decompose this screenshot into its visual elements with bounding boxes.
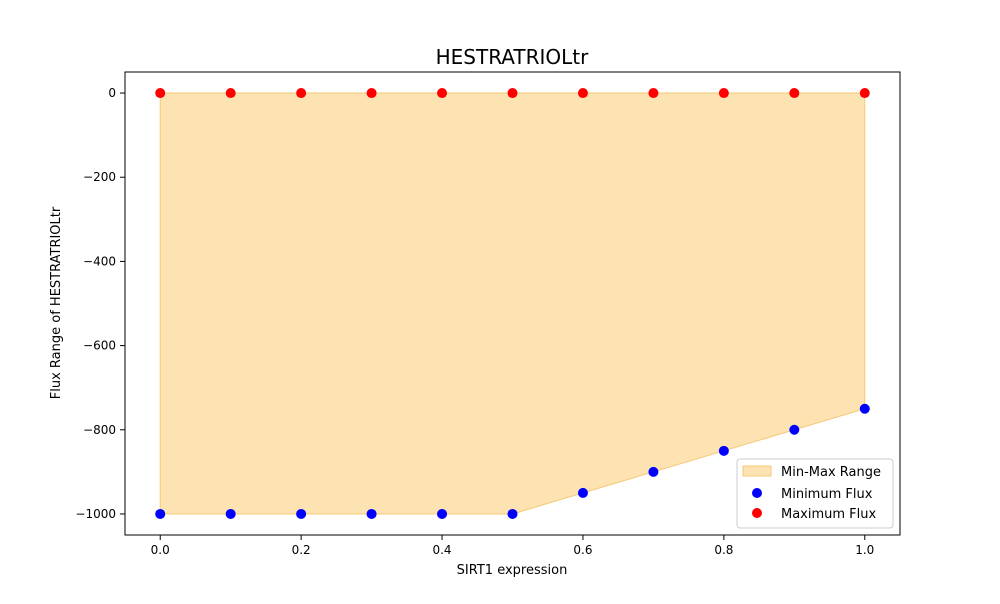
minimum-flux-point	[437, 508, 448, 519]
x-tick-label: 0.0	[151, 543, 170, 557]
x-tick-label: 0.8	[714, 543, 733, 557]
maximum-flux-point	[718, 88, 729, 99]
minimum-flux-point	[507, 508, 518, 519]
legend-label-minimum-flux: Minimum Flux	[781, 487, 873, 502]
maximum-flux-point	[789, 88, 800, 99]
y-tick-label: −400	[83, 254, 116, 268]
axes: 0.0 0.2 0.4 0.6 0.8 1.0 0 −200 −400 −600 −800 −1000	[75, 71, 901, 557]
minimum-flux-point	[296, 508, 307, 519]
x-tick-label: 0.4	[432, 543, 451, 557]
maximum-flux-point	[437, 88, 448, 99]
y-tick-label: 0	[108, 86, 116, 100]
maximum-flux-point	[648, 88, 659, 99]
maximum-flux-point	[507, 88, 518, 99]
maximum-flux-point	[155, 88, 166, 99]
y-axis-label: Flux Range of HESTRATRIOLtr	[49, 206, 64, 399]
legend: Min-Max Range Minimum Flux Maximum Flux	[736, 458, 894, 529]
maximum-flux-point	[577, 88, 588, 99]
y-tick-label: −200	[83, 170, 116, 184]
minimum-flux-point	[577, 487, 588, 498]
legend-box	[736, 458, 894, 529]
legend-marker-minimum-flux	[752, 488, 762, 498]
legend-marker-maximum-flux	[752, 508, 762, 518]
minimum-flux-point	[859, 403, 870, 414]
y-tick-label: −1000	[75, 507, 116, 521]
minimum-flux-point	[789, 424, 800, 435]
x-tick-label: 0.2	[292, 543, 311, 557]
minimum-flux-point	[648, 466, 659, 477]
minimum-flux-point	[366, 508, 377, 519]
legend-swatch-min-max-range	[742, 465, 772, 477]
maximum-flux-point	[859, 88, 870, 99]
x-tick-label: 1.0	[855, 543, 874, 557]
legend-label-min-max-range: Min-Max Range	[781, 465, 881, 480]
axes-frame	[124, 71, 901, 536]
x-axis-label: SIRT1 expression	[457, 563, 568, 578]
maximum-flux-point	[296, 88, 307, 99]
min-max-range-area	[159, 92, 866, 515]
chart-title: HESTRATRIOLtr	[436, 45, 590, 69]
y-tick-label: −800	[83, 423, 116, 437]
legend-label-maximum-flux: Maximum Flux	[781, 507, 877, 522]
plot-area	[155, 88, 870, 519]
minimum-flux-point	[155, 508, 166, 519]
minimum-flux-point	[718, 445, 729, 456]
maximum-flux-point	[366, 88, 377, 99]
maximum-flux-point	[225, 88, 236, 99]
minimum-flux-point	[225, 508, 236, 519]
x-tick-label: 0.6	[573, 543, 592, 557]
y-tick-label: −600	[83, 339, 116, 353]
